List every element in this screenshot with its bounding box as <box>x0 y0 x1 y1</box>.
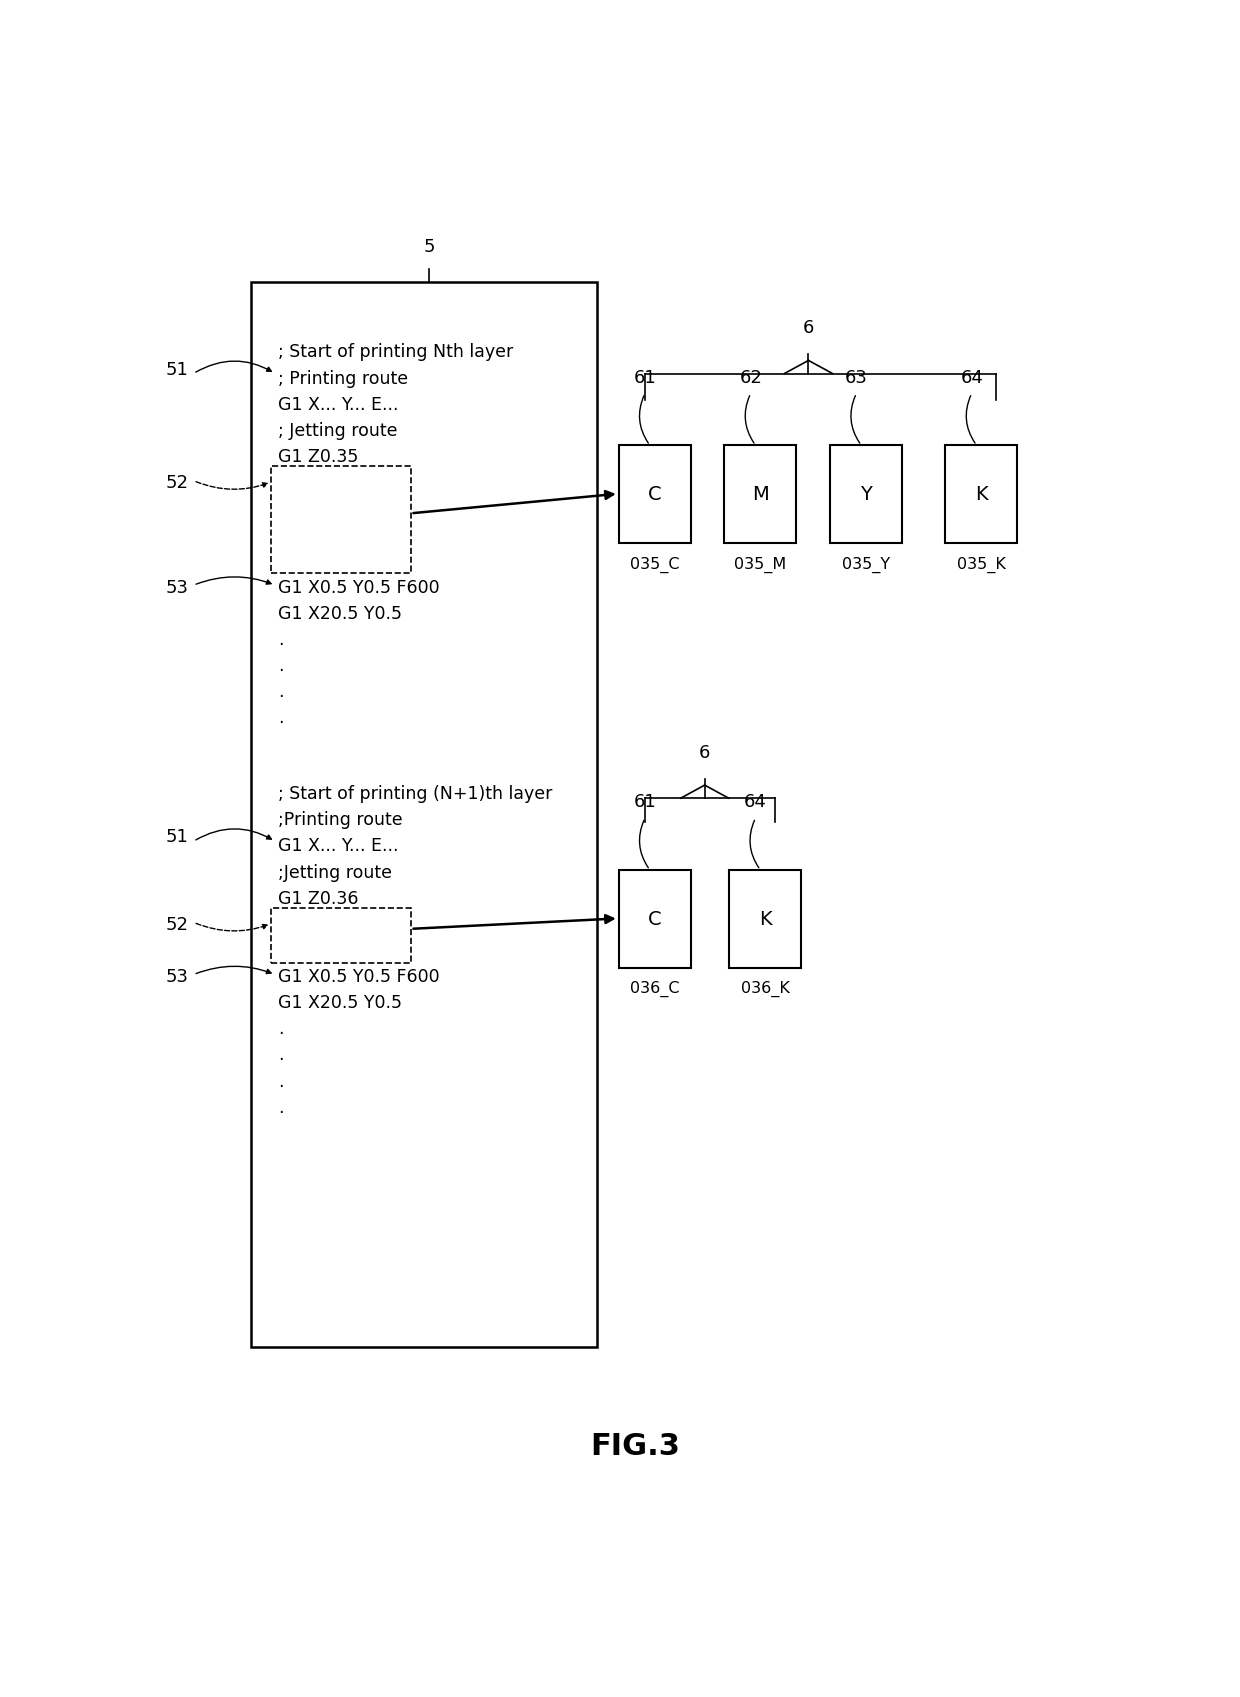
Text: .: . <box>278 1073 284 1091</box>
Text: M801 K: M801 K <box>278 942 343 961</box>
Text: 035_Y: 035_Y <box>842 557 890 572</box>
Text: .: . <box>278 1047 284 1064</box>
Text: ;Printing route: ;Printing route <box>278 811 403 830</box>
Text: G1 X0.5 Y0.5 F600: G1 X0.5 Y0.5 F600 <box>278 579 440 597</box>
Text: C: C <box>649 485 661 504</box>
Bar <box>272 908 410 962</box>
Text: 51: 51 <box>166 360 188 378</box>
Text: .: . <box>278 631 284 648</box>
Text: 6: 6 <box>699 743 711 762</box>
Text: 64: 64 <box>744 792 768 811</box>
Text: G1 X... Y... E...: G1 X... Y... E... <box>278 395 398 414</box>
Text: 51: 51 <box>166 828 188 847</box>
Bar <box>250 282 596 1347</box>
Text: .: . <box>278 709 284 728</box>
Text: ; Start of printing (N+1)th layer: ; Start of printing (N+1)th layer <box>278 786 552 803</box>
Text: .: . <box>278 657 284 675</box>
Text: .: . <box>278 1098 284 1117</box>
Text: 63: 63 <box>846 368 868 387</box>
Text: G1 Z0.35: G1 Z0.35 <box>278 448 358 467</box>
Text: M801 C: M801 C <box>278 473 343 492</box>
Text: M: M <box>751 485 769 504</box>
Text: 64: 64 <box>961 368 983 387</box>
Text: 036_C: 036_C <box>630 981 680 998</box>
Text: M801 M: M801 M <box>278 501 347 518</box>
Text: .: . <box>278 684 284 701</box>
Bar <box>830 445 903 543</box>
Text: G1 X... Y... E...: G1 X... Y... E... <box>278 837 398 855</box>
Text: M801 K: M801 K <box>278 553 343 570</box>
Text: 61: 61 <box>634 792 656 811</box>
Bar <box>619 445 691 543</box>
Text: M801 C: M801 C <box>278 916 343 933</box>
Text: 5: 5 <box>423 238 435 256</box>
Text: .: . <box>278 1020 284 1039</box>
Text: K: K <box>759 910 771 928</box>
Text: ; Start of printing Nth layer: ; Start of printing Nth layer <box>278 343 513 361</box>
Text: 6: 6 <box>802 319 815 338</box>
Text: ; Jetting route: ; Jetting route <box>278 423 398 440</box>
Text: FIG.3: FIG.3 <box>590 1432 681 1461</box>
Text: 61: 61 <box>634 368 656 387</box>
Text: 53: 53 <box>166 967 188 986</box>
Text: G1 X20.5 Y0.5: G1 X20.5 Y0.5 <box>278 994 402 1011</box>
Bar <box>945 445 1018 543</box>
Text: 035_K: 035_K <box>957 557 1006 572</box>
Bar <box>272 467 410 574</box>
Text: 036_K: 036_K <box>740 981 790 998</box>
Text: M801 Y: M801 Y <box>278 526 342 545</box>
Text: 52: 52 <box>166 473 188 492</box>
Text: 52: 52 <box>166 916 188 933</box>
Text: 62: 62 <box>739 368 763 387</box>
Text: 53: 53 <box>166 579 188 597</box>
Text: ;Jetting route: ;Jetting route <box>278 864 392 881</box>
Text: 035_C: 035_C <box>630 557 680 572</box>
Bar <box>619 871 691 967</box>
Text: 035_M: 035_M <box>734 557 786 572</box>
Bar <box>724 445 796 543</box>
Text: C: C <box>649 910 661 928</box>
Text: K: K <box>975 485 988 504</box>
Bar <box>729 871 801 967</box>
Text: G1 Z0.36: G1 Z0.36 <box>278 889 358 908</box>
Text: G1 X20.5 Y0.5: G1 X20.5 Y0.5 <box>278 604 402 623</box>
Text: Y: Y <box>861 485 872 504</box>
Text: G1 X0.5 Y0.5 F600: G1 X0.5 Y0.5 F600 <box>278 967 440 986</box>
Text: ; Printing route: ; Printing route <box>278 370 408 387</box>
